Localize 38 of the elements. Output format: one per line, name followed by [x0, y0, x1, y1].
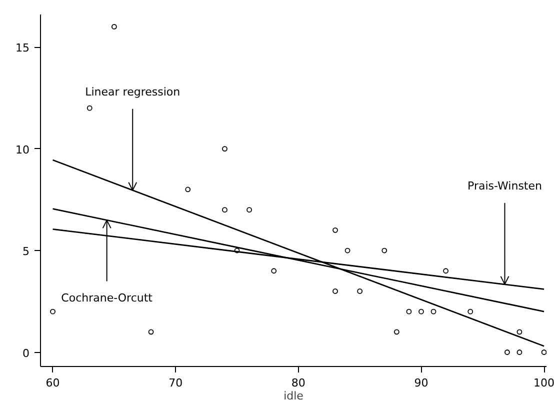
- point: [344, 248, 350, 254]
- annotation: Linear regression: [85, 86, 180, 99]
- point: [185, 186, 191, 192]
- y-tick-label: 5: [22, 245, 30, 258]
- point: [418, 308, 424, 314]
- point: [111, 24, 117, 30]
- point: [357, 288, 363, 294]
- point: [222, 146, 228, 152]
- point: [394, 329, 400, 335]
- annotation: Cochrane-Orcutt: [61, 291, 154, 304]
- point: [271, 268, 277, 274]
- point: [504, 350, 510, 355]
- point: [516, 350, 522, 355]
- point: [406, 308, 412, 314]
- y-tick-label: 15: [16, 42, 30, 55]
- point: [332, 288, 338, 294]
- point: [430, 308, 436, 314]
- point: [50, 308, 56, 314]
- point: [148, 329, 154, 335]
- x-tick-label: 70: [168, 376, 183, 390]
- point: [246, 207, 252, 213]
- annotation: Prais-Winsten: [468, 180, 542, 193]
- y-tick-label: 10: [16, 143, 30, 156]
- x-tick-label: 80: [291, 376, 306, 390]
- point: [222, 207, 228, 213]
- point: [86, 105, 92, 111]
- x-tick-label: 90: [414, 376, 428, 390]
- point: [468, 308, 474, 314]
- y-tick-label: 0: [22, 346, 30, 360]
- point: [332, 227, 338, 233]
- x-axis-title: idle: [284, 390, 304, 402]
- x-tick-label: 100: [534, 376, 554, 390]
- point: [516, 329, 522, 335]
- point: [382, 248, 388, 254]
- point: [234, 248, 240, 254]
- point: [443, 268, 448, 274]
- x-tick-label: 60: [46, 376, 60, 390]
- point: [541, 350, 546, 355]
